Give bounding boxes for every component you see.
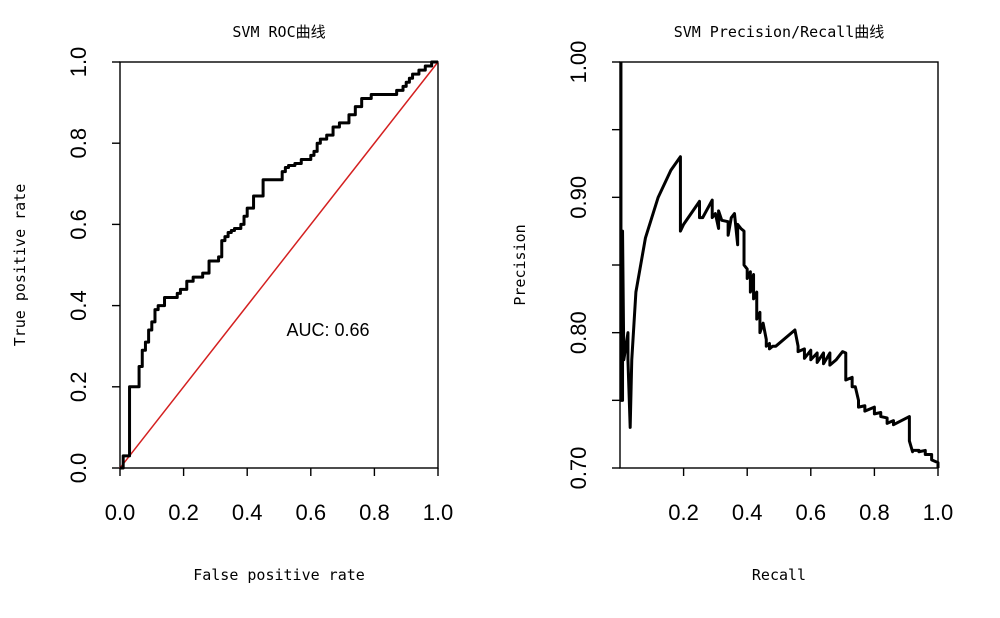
roc-x-tick-label: 0.6 <box>296 500 327 525</box>
pr-y-tick-label: 0.80 <box>566 311 591 354</box>
roc-curve-line <box>120 60 438 470</box>
pr-y-tick-label: 0.70 <box>566 447 591 490</box>
pr-x-axis: 0.2 0.4 0.6 0.8 1.0 <box>668 468 953 525</box>
roc-y-tick-label: 0.2 <box>66 372 91 403</box>
pr-x-tick-label: 0.2 <box>668 500 699 525</box>
pr-x-tick-label: 1.0 <box>923 500 954 525</box>
roc-plot-frame <box>119 61 439 469</box>
roc-y-axis: 0.0 0.2 0.4 0.6 0.8 1.0 <box>66 47 120 484</box>
roc-x-tick-label: 0.8 <box>359 500 390 525</box>
pr-y-axis-label: Precision <box>511 224 529 305</box>
pr-x-axis-label: Recall <box>752 566 806 584</box>
roc-y-axis-label: True positive rate <box>11 184 29 347</box>
pr-plot-frame <box>619 61 939 469</box>
roc-chart-title: SVM ROC曲线 <box>232 23 325 41</box>
pr-chart-title: SVM Precision/Recall曲线 <box>674 23 885 41</box>
pr-y-tick-label: 1.00 <box>566 41 591 84</box>
roc-x-tick-label: 1.0 <box>423 500 454 525</box>
pr-x-tick-label: 0.6 <box>796 500 827 525</box>
roc-x-tick-label: 0.4 <box>232 500 263 525</box>
roc-y-tick-label: 0.6 <box>66 209 91 240</box>
roc-x-tick-label: 0.2 <box>168 500 199 525</box>
roc-x-axis-label: False positive rate <box>193 566 365 584</box>
roc-y-tick-label: 0.8 <box>66 128 91 159</box>
roc-x-axis: 0.0 0.2 0.4 0.6 0.8 1.0 <box>105 468 454 525</box>
roc-y-tick-label: 0.4 <box>66 290 91 321</box>
pr-y-tick-label: 0.90 <box>566 176 591 219</box>
pr-x-tick-label: 0.8 <box>859 500 890 525</box>
pr-curve-line <box>619 62 940 468</box>
pr-y-axis: 0.70 0.80 0.90 1.00 <box>566 41 620 490</box>
pr-x-tick-label: 0.4 <box>732 500 763 525</box>
roc-x-tick-label: 0.0 <box>105 500 136 525</box>
roc-reference-diagonal <box>119 61 439 469</box>
roc-y-tick-label: 1.0 <box>66 47 91 78</box>
roc-y-tick-label: 0.0 <box>66 453 91 484</box>
pr-chart-panel: SVM Precision/Recall曲线 0.2 0.4 0.6 0.8 1.0 0… <box>511 23 953 584</box>
roc-chart-panel: SVM ROC曲线 0.0 0.2 0.4 0.6 0.8 1.0 0.00.20.40.… <box>11 23 453 584</box>
auc-annotation: AUC: 0.66 <box>286 320 369 340</box>
